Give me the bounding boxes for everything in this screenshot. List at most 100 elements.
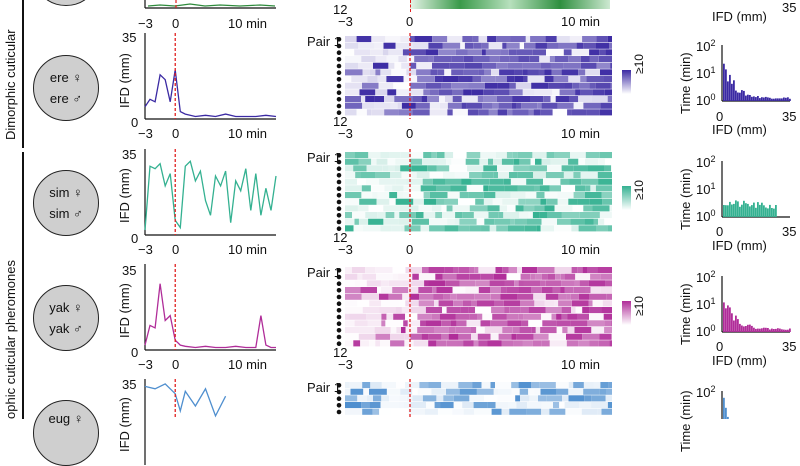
heatmap-cell	[591, 96, 608, 103]
heatmap-cell	[414, 56, 428, 63]
heatmap-cell	[451, 82, 469, 89]
heatmap-cell	[568, 382, 574, 389]
heatmap-cell	[553, 402, 560, 409]
heatmap-cell	[506, 152, 513, 159]
heatmap-cell	[474, 293, 491, 300]
heatmap-cell	[453, 152, 467, 159]
heatmap-cell	[488, 42, 503, 49]
heatmap-cell	[425, 320, 442, 327]
heatmap-cell	[507, 76, 515, 83]
heatmap-cell	[406, 395, 413, 402]
hist-bar	[773, 208, 775, 217]
top-hist-xtick-35: 35	[782, 0, 797, 15]
heatmap-cell	[517, 267, 522, 274]
heatmap-cell	[528, 320, 543, 327]
heatmap-cell	[600, 102, 612, 109]
heatmap-cell	[444, 267, 453, 274]
heatmap-cell	[447, 218, 455, 225]
heatmap-cell	[416, 69, 431, 76]
heatmap-cell	[489, 225, 497, 232]
heatmap-cell	[354, 152, 369, 159]
pair-dot	[336, 77, 342, 82]
hist-bar	[789, 328, 791, 332]
heatmap-cell	[401, 327, 406, 334]
heatmap-cell	[578, 340, 590, 347]
hist-bar	[789, 98, 791, 101]
heatmap-cell	[556, 388, 569, 395]
heatmap-cell	[481, 42, 489, 49]
heatmap-cell	[403, 192, 410, 199]
hist-bar	[757, 202, 759, 217]
heatmap-cell	[541, 313, 552, 320]
heatmap-cell	[529, 395, 538, 402]
hist-bar	[723, 205, 725, 217]
heatmap-cell	[345, 185, 362, 192]
heatmap-cell	[514, 280, 519, 287]
hist-bar	[741, 90, 743, 101]
heatmap-cell	[523, 313, 542, 320]
heatmap-cell	[514, 69, 523, 76]
hist-bar	[755, 328, 757, 332]
species-male-label: yak ♂	[49, 321, 83, 336]
heatmap-cell	[387, 89, 397, 96]
heatmap-cell	[534, 300, 545, 307]
heatmap-cell	[461, 178, 472, 185]
heatmap-cell	[459, 218, 477, 225]
hist-xlabel: IFD (mm)	[712, 353, 767, 368]
heat-xtick-neg3: −3	[338, 357, 353, 372]
heatmap-cell	[345, 205, 358, 212]
heatmap-cell	[499, 205, 507, 212]
heatmap-cell	[413, 340, 429, 347]
hist-bar	[779, 328, 781, 332]
heatmap-cell	[345, 198, 360, 205]
heatmap-cell	[417, 388, 432, 395]
heatmap-cell	[392, 267, 406, 274]
heatmap-cell	[436, 287, 453, 294]
heatmap-cell	[442, 307, 447, 314]
heatmap-cell	[345, 165, 354, 172]
heatmap-cell	[492, 198, 503, 205]
heatmap-cell	[573, 102, 584, 109]
heatmap-cell	[588, 280, 606, 287]
heatmap-cell	[527, 402, 542, 409]
heatmap-cell	[456, 293, 475, 300]
hist-bar	[753, 327, 755, 332]
heatmap-cell	[556, 327, 563, 334]
hist-bar	[759, 98, 761, 101]
heatmap-cell	[356, 36, 372, 43]
heatmap-cell	[345, 225, 354, 232]
heatmap-cell	[418, 273, 436, 280]
heatmap-cell	[569, 178, 582, 185]
heatmap-cell	[447, 36, 463, 43]
heatmap-cell	[532, 212, 540, 219]
heatmap-cell	[427, 165, 437, 172]
heatmap-cell	[429, 218, 447, 225]
heatmap-cell	[367, 320, 382, 327]
hist-bar	[773, 98, 775, 101]
heatmap-cell	[577, 198, 590, 205]
heatmap-cell	[476, 327, 485, 334]
heatmap-cell	[459, 76, 468, 83]
heatmap-cell	[396, 382, 405, 389]
heatmap-cell	[428, 340, 437, 347]
heatmap-cell	[484, 218, 495, 225]
hist-bar	[729, 201, 731, 217]
heatmap-cell	[414, 36, 433, 43]
heatmap-cell	[462, 36, 473, 43]
heatmap-cell	[388, 293, 403, 300]
hist-bar	[741, 204, 743, 217]
pair-dot	[336, 226, 342, 231]
heat-pair-first: Pair 1	[307, 380, 341, 395]
hist-bar	[731, 313, 733, 332]
pair-dot	[336, 213, 342, 218]
heatmap-cell	[389, 198, 396, 205]
heatmap-cell	[557, 192, 574, 199]
heatmap-cell	[442, 273, 457, 280]
heatmap-cell	[481, 76, 496, 83]
hist-bar	[751, 325, 753, 332]
heatmap-cell	[507, 109, 513, 116]
heatmap-cell	[523, 76, 528, 83]
heatmap-cell	[466, 185, 484, 192]
heatmap-cell	[563, 172, 574, 179]
heatmap-cell	[555, 56, 569, 63]
